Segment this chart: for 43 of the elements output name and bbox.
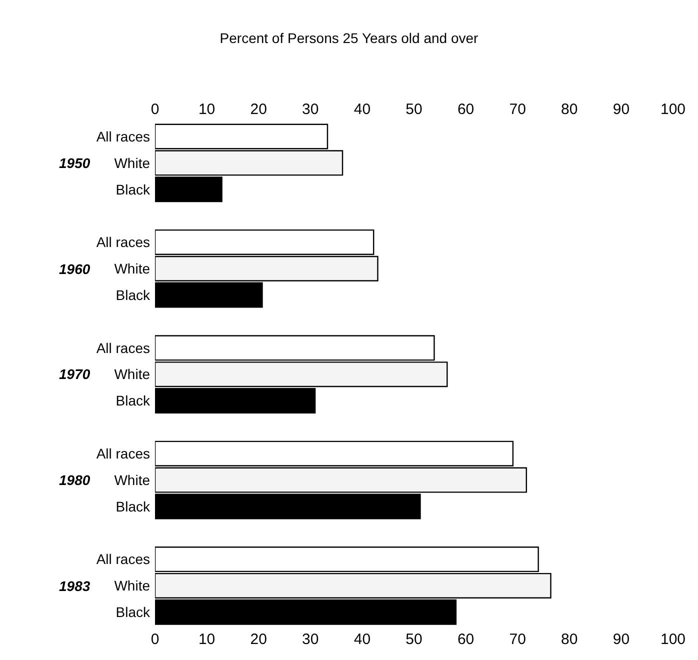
x2-tick-label: 50 xyxy=(406,101,422,118)
x-tick-label: 90 xyxy=(612,631,630,648)
text: Black xyxy=(116,604,150,620)
x-tick-label: 20 xyxy=(250,631,267,648)
x2-tick-label: 60 xyxy=(457,101,474,118)
x-tick-label: 40 xyxy=(354,631,371,648)
x-tick-label: 30 xyxy=(302,631,319,648)
x2-tick-label: 20 xyxy=(250,101,267,118)
x2-tick-label: 70 xyxy=(509,101,526,118)
x-tick-label: 10 xyxy=(198,631,216,648)
x2-tick-label: 80 xyxy=(561,101,578,118)
x-tick-label: 0 xyxy=(150,631,160,648)
text: All races xyxy=(96,446,150,462)
x-tick-label: 80 xyxy=(561,631,578,648)
x2-tick-label: 90 xyxy=(612,101,630,118)
x2-tick-label: 0 xyxy=(150,101,160,118)
x2-tick-label: 40 xyxy=(354,101,371,118)
text: Black xyxy=(116,498,150,514)
x2-tick-label: 100 xyxy=(660,101,686,118)
y-tick-label: 1950 xyxy=(59,155,90,171)
y-tick-label: 1980 xyxy=(59,472,90,488)
text: All races xyxy=(96,234,150,250)
x2-tick-label: 30 xyxy=(302,101,319,118)
x-tick-label: 60 xyxy=(457,631,474,648)
text: White xyxy=(114,260,150,277)
text: White xyxy=(114,578,150,594)
series-label: All races xyxy=(96,128,150,144)
text: White xyxy=(114,366,150,382)
x-tick-label: 70 xyxy=(509,631,526,648)
y-tick-label: 1960 xyxy=(59,261,90,277)
text: Black xyxy=(116,286,150,303)
series-label: Black xyxy=(116,181,151,198)
text: All races xyxy=(96,340,150,356)
series-label: White xyxy=(114,154,150,171)
x-tick-label: 100 xyxy=(660,631,686,648)
text: White xyxy=(114,472,150,488)
x2-tick-label: 10 xyxy=(198,101,216,118)
chart-title: Percent of Persons 25 Years old and over xyxy=(220,30,479,46)
y-tick-label: 1970 xyxy=(59,366,90,382)
text: Black xyxy=(116,392,150,409)
text: All races xyxy=(96,551,150,568)
y-tick-label: 1983 xyxy=(59,578,90,594)
x-tick-label: 50 xyxy=(406,631,422,648)
